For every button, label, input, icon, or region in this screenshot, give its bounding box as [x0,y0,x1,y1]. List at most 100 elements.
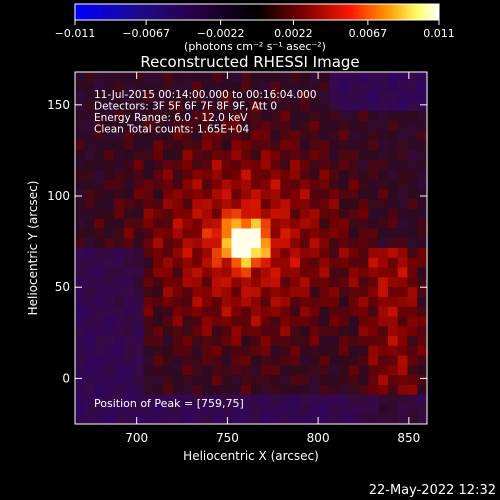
heatmap-pixel [94,277,105,288]
heatmap-pixel [94,375,105,386]
heatmap-pixel [280,218,291,230]
heatmap-pixel [407,404,418,415]
heatmap-pixel [299,179,311,190]
heatmap-pixel [378,384,389,396]
heatmap-pixel [348,160,360,171]
heatmap-pixel [280,208,291,220]
heatmap-pixel [94,296,105,308]
heatmap-pixel [407,248,418,259]
heatmap-pixel [123,296,135,308]
heatmap-pixel [358,81,369,93]
heatmap-pixel [133,296,145,308]
heatmap-pixel [241,365,252,376]
heatmap-pixel [163,91,174,102]
heatmap-pixel [378,101,389,112]
heatmap-pixel [329,111,340,122]
heatmap-pixel [397,345,409,357]
heatmap-pixel [104,111,115,122]
heatmap-pixel [290,130,301,142]
heatmap-pixel [260,316,272,327]
heatmap-pixel [270,384,281,396]
heatmap-pixel [358,248,369,259]
heatmap-pixel [368,228,379,239]
heatmap-pixel [123,111,135,122]
heatmap-pixel [241,101,252,112]
heatmap-pixel [348,248,360,259]
heatmap-pixel [114,257,125,269]
heatmap-pixel [211,238,223,249]
heatmap-pixel [378,179,389,190]
heatmap-pixel [348,120,360,132]
heatmap-pixel [280,375,291,386]
heatmap-pixel [251,404,262,415]
heatmap-pixel [358,150,369,161]
annotation-line: 11-Jul-2015 00:14:00.000 to 00:16:04.000 [94,89,317,101]
heatmap-pixel [290,414,301,424]
heatmap-pixel [75,189,86,200]
heatmap-pixel [260,365,272,376]
heatmap-pixel [153,316,164,327]
heatmap-pixel [133,72,145,83]
heatmap-pixel [114,267,125,278]
heatmap-pixel [368,238,379,249]
heatmap-pixel [251,306,262,318]
heatmap-pixel [397,150,409,161]
heatmap-pixel [123,365,135,376]
heatmap-pixel [114,336,125,347]
heatmap-pixel [153,277,164,288]
heatmap-pixel [211,414,223,424]
heatmap-pixel [84,72,96,83]
heatmap-pixel [104,394,115,406]
heatmap-pixel [251,384,262,396]
heatmap-pixel [241,316,252,327]
heatmap-pixel [182,306,193,318]
heatmap-pixel [202,130,213,142]
heatmap-pixel [290,375,301,386]
heatmap-pixel [329,91,340,102]
annotations: 11-Jul-2015 00:14:00.000 to 00:16:04.000… [94,89,317,136]
heatmap-pixel [358,101,369,112]
heatmap-pixel [104,189,115,200]
heatmap-pixel [251,326,262,337]
heatmap-pixel [104,384,115,396]
heatmap-pixel [172,287,184,298]
heatmap-pixel [84,248,96,259]
heatmap-pixel [339,267,350,278]
heatmap-pixel [290,228,301,239]
heatmap-pixel [251,267,262,278]
heatmap-pixel [104,326,115,337]
heatmap-pixel [260,267,272,278]
heatmap-pixel [163,355,174,366]
heatmap-pixel [280,199,291,210]
heatmap-pixel [143,326,154,337]
heatmap-pixel [241,248,252,259]
heatmap-pixel [182,101,193,112]
heatmap-pixel [172,169,184,181]
heatmap-pixel [319,228,330,239]
heatmap-pixel [231,81,242,93]
heatmap-pixel [123,287,135,298]
heatmap-pixel [299,150,311,161]
heatmap-pixel [231,91,242,102]
heatmap-pixel [407,160,418,171]
heatmap-pixel [260,336,272,347]
heatmap-pixel [251,355,262,366]
heatmap-pixel [192,208,203,220]
heatmap-pixel [221,394,233,406]
heatmap-pixel [417,277,427,288]
heatmap-pixel [211,296,223,308]
heatmap-pixel [270,169,281,181]
heatmap-pixel [153,326,164,337]
heatmap-pixel [153,140,164,151]
heatmap-pixel [104,179,115,190]
heatmap-pixel [417,365,427,376]
heatmap-pixel [75,384,86,396]
heatmap-pixel [123,150,135,161]
heatmap-pixel [387,355,399,366]
heatmap-pixel [133,248,145,259]
heatmap-pixel [153,306,164,318]
heatmap-pixel [251,111,262,122]
heatmap-pixel [221,287,233,298]
heatmap-pixel [221,208,233,220]
heatmap-pixel [133,199,145,210]
